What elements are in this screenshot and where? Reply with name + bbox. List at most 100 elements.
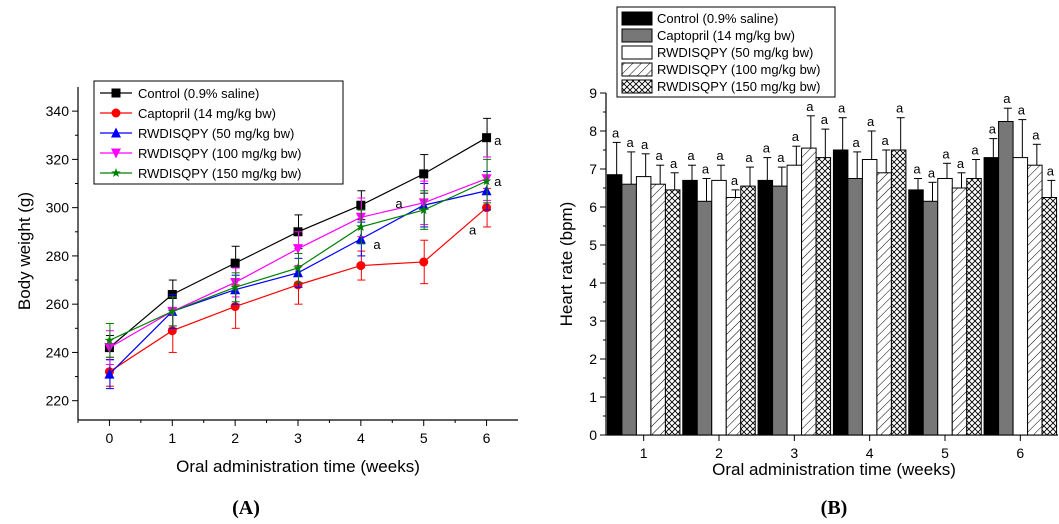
bar [621,183,637,436]
bar [966,178,982,436]
significance-label: a [971,143,979,158]
panel-label-b: (B) [821,497,848,519]
legend-label: RWDISQPY (100 mg/kg bw) [657,62,821,77]
significance-label: a [395,196,403,211]
y-tick-label: 2 [589,351,597,367]
y-tick-label: 8 [589,123,597,139]
bar [832,149,849,436]
legend-marker [111,168,121,178]
y-tick-label: 240 [46,344,70,360]
significance-label: a [777,150,785,165]
x-tick-label: 6 [1016,445,1024,461]
y-tick-label: 9 [589,85,597,101]
x-tick-label: 5 [420,430,428,446]
significance-label: a [1047,163,1055,178]
series-star [104,158,492,358]
y-tick-label: 0 [589,427,597,443]
body-weight-chart: 220 240 260 280 300 320 340 0 1 2 3 4 5 6 a a a a a Body… [15,80,518,519]
bar [696,200,713,436]
bar [650,183,666,436]
bar [876,172,892,436]
bar [1027,164,1043,436]
significance-label: a [469,222,477,237]
legend-swatch [621,79,653,94]
y-tick-label: 340 [46,103,70,119]
legend-label: Control (0.9% saline) [657,11,778,26]
bar [922,200,939,436]
y-tick-label: 7 [589,161,597,177]
significance-label: a [989,122,997,137]
y-tick-label: 3 [589,313,597,329]
y-axis-title: Heart rate (bpm) [557,202,576,327]
y-tick-label: 260 [46,296,70,312]
significance-label: a [806,99,814,114]
significance-label: a [373,237,381,252]
x-tick-label: 1 [640,445,648,461]
x-tick-label: 1 [168,430,176,446]
x-tick-label: 0 [106,430,114,446]
legend-swatch [621,11,653,26]
legend-label: Captopril (14 mg/kg bw) [138,106,276,121]
x-tick-label: 6 [483,430,491,446]
data-point [419,169,429,179]
data-point [481,176,492,186]
bar [635,176,652,436]
significance-label: a [792,129,800,144]
bar [861,159,878,436]
bar [801,147,817,436]
legend-swatch [621,62,653,77]
data-point [104,335,115,345]
data-point [356,261,366,271]
legend-label: RWDISQPY (50 mg/kg bw) [657,45,813,60]
significance-label: a [896,101,904,116]
significance-label: a [627,135,635,150]
data-point [356,221,366,231]
significance-label: a [702,162,710,177]
significance-label: a [494,133,502,148]
bar [711,179,727,436]
bar [937,178,953,436]
significance-label: a [670,156,678,171]
legend: Control (0.9% saline) Captopril (14 mg/kg… [93,80,344,185]
y-tick-label: 5 [589,237,597,253]
bar [815,157,832,436]
x-tick-label: 2 [231,430,239,446]
bar [890,149,907,436]
data-point [230,282,240,292]
significance-label: a [867,114,875,129]
x-tick-label: 4 [866,445,874,461]
bar [998,121,1014,436]
legend-marker [111,127,121,138]
x-tick-label: 5 [941,445,949,461]
y-tick-label: 320 [46,151,70,167]
significance-label: a [641,137,649,152]
legend-label: RWDISQPY (100 mg/kg bw) [138,146,302,161]
data-point [419,257,429,267]
significance-label: a [745,150,753,165]
data-point [293,262,303,273]
y-tick-label: 220 [46,393,70,409]
x-tick-label: 3 [790,445,798,461]
significance-label: a [687,148,695,163]
significance-label: a [1003,91,1011,106]
bar [772,185,788,436]
significance-label: a [656,148,664,163]
data-point [418,205,429,215]
significance-label: a [957,156,965,171]
significance-label: a [612,125,620,140]
significance-label: a [494,174,502,189]
legend-swatch [621,45,653,60]
data-point [482,133,492,143]
x-tick-label: 2 [715,445,723,461]
significance-label: a [942,146,950,161]
legend-marker [111,148,121,159]
legend-label: RWDISQPY (150 mg/kg bw) [138,166,302,181]
bar [786,164,803,436]
y-tick-label: 4 [589,275,597,291]
significance-label: a [882,133,890,148]
legend-box [616,6,836,98]
y-tick-label: 1 [589,389,597,405]
panel-label-a: (A) [232,497,260,519]
